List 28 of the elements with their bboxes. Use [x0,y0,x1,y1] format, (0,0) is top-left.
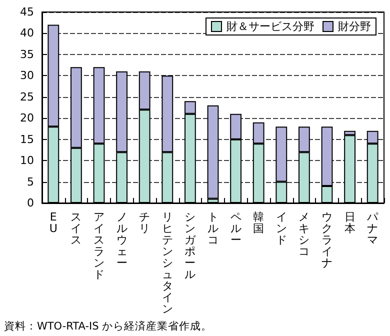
x-tick-label: ノルウェー [116,210,128,270]
x-tick-label: 日本 [344,210,356,235]
y-tick-label: 20 [20,112,34,125]
legend-label: 財分野 [338,20,371,33]
y-tick-label: 40 [20,26,34,40]
legend-label: 財＆サービス分野 [226,20,314,33]
y-tick-label: 0 [27,196,34,210]
x-tick-label: パナマ [366,210,380,246]
x-tick-label: EU [49,210,58,235]
x-tick-label: ペルー [230,210,242,246]
category-label: リヒテンシュタイン [162,210,173,316]
x-tick-label: ウクライナ [322,210,332,270]
x-tick-label: チリ [139,210,150,235]
y-tick-label: 30 [20,69,34,82]
x-tick-label: 韓国 [253,210,264,235]
y-tick-label: 35 [20,48,34,61]
y-tick-label: 45 [20,6,34,18]
y-tick-label: 10 [20,154,34,168]
x-tick-label: メキシコ [298,210,310,258]
x-tick-label: スイス [70,210,82,246]
x-tick-label: シンガポール [184,210,197,281]
y-tick-label: 5 [27,175,34,188]
x-tick-label: トルコ [208,210,218,246]
y-tick-label: 25 [20,90,34,104]
x-tick-label: インド [276,210,287,246]
x-tick-label: アイスランド [94,210,104,281]
text: 資料：WTO-RTA-IS から経済産業省作成。 [4,320,212,332]
y-tick-label: 15 [20,132,34,146]
